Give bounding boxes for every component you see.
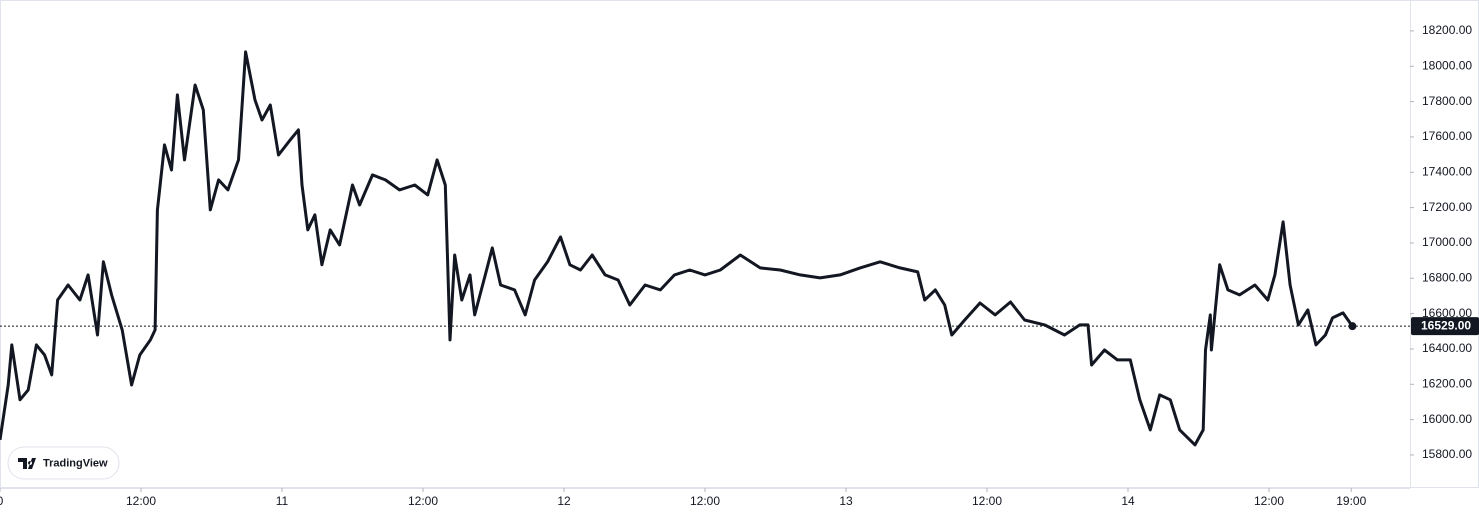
- y-tick-label: 16800.00: [1422, 270, 1472, 284]
- last-point: [1348, 322, 1357, 331]
- price-line-series: [0, 50, 1354, 447]
- frame: [0, 0, 1479, 488]
- logo[interactable]: TradingView: [7, 446, 120, 480]
- x-tick-label: 12: [557, 494, 571, 508]
- x-tick-label: 12:00: [126, 494, 156, 508]
- y-tick-label: 17400.00: [1422, 164, 1472, 178]
- y-tick-label: 17800.00: [1422, 94, 1472, 108]
- logo-icon: [18, 458, 36, 469]
- y-tick-label: 17200.00: [1422, 200, 1472, 214]
- y-tick-label: 18200.00: [1422, 23, 1472, 37]
- price-label: 16529.00: [1421, 318, 1471, 332]
- y-tick-label: 18000.00: [1422, 58, 1472, 72]
- x-tick-label: 12:00: [972, 494, 1002, 508]
- y-tick-label: 17000.00: [1422, 235, 1472, 249]
- x-tick-label: 0: [0, 494, 4, 508]
- x-tick-label: 12:00: [408, 494, 438, 508]
- y-tick-label: 16000.00: [1422, 412, 1472, 426]
- logo-badge[interactable]: [7, 446, 120, 480]
- x-tick-label: 19:00: [1336, 494, 1366, 508]
- y-tick-label: 17600.00: [1422, 129, 1472, 143]
- y-tick-label: 16200.00: [1422, 376, 1472, 390]
- x-tick-label: 11: [276, 494, 289, 508]
- x-tick-label: 12:00: [690, 494, 720, 508]
- y-tick-label: 16600.00: [1422, 306, 1472, 320]
- y-tick-label: 15800.00: [1422, 447, 1472, 461]
- x-tick-label: 14: [1121, 494, 1135, 508]
- x-tick-label: 12:00: [1254, 494, 1284, 508]
- x-tick-label: 13: [839, 494, 853, 508]
- y-tick-label: 16400.00: [1422, 341, 1472, 355]
- price-label-box: [1411, 317, 1479, 336]
- logo-text: TradingView: [43, 457, 108, 469]
